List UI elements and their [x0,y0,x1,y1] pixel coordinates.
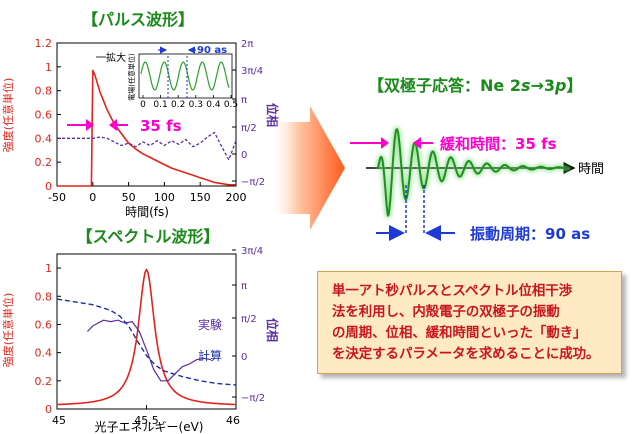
pulse-intensity-line [57,69,236,187]
pulse-x-ticks: -50 0 50 100 150 200 [48,182,247,204]
spectrum-x-tick-label: 45.5 [134,414,159,427]
spectrum-y-left-label: 強度(任意単位) [1,293,15,368]
spectrum-phase-experiment-line [86,319,212,382]
inset-x-tick-label: 0.5 [224,100,238,110]
pulse-y-tick-label: 0.8 [35,85,53,98]
period-label: 振動周期：90 as [470,225,590,243]
pulse-phase-line [57,131,237,161]
summary-line-2: 法を利用し、内殻電子の双極子の振動 [332,305,560,320]
spectrum-y-tick-label: 1 [45,262,52,275]
inset-frame [138,53,233,99]
pulse-inset: 90 as 拡大 電場(任意単位) 0 0.1 0.2 0.3 0.4 0.5 [96,45,238,110]
spectrum-y-right-label: 位相 [265,318,280,342]
spectrum-y2-tick-label: 0 [241,352,247,363]
inset-period-label: 90 as [197,45,227,56]
inset-x-ticks: 0 0.1 0.2 0.3 0.4 0.5 [140,95,238,110]
pulse-x-tick-label: 0 [89,191,96,204]
pulse-x-tick-label: 200 [226,191,247,204]
spectrum-y-tick-label: 0 [45,403,52,416]
pulse-y2-tick-label: −π/2 [241,177,265,188]
spectrum-y2-tick-label: 3π/4 [241,246,263,257]
spectrum-y-tick-label: 0.6 [35,318,53,331]
spectrum-y2-tick-label: −π/2 [241,393,265,404]
inset-y-label: 電場(任意単位) [127,53,136,101]
inset-x-tick-label: 0.3 [189,100,203,110]
spectrum-x-ticks: 45 45.5 46 [52,405,240,427]
spectrum-y-tick-label: 0.8 [35,290,53,303]
time-axis-label: 時間 [578,162,604,177]
spectrum-y-tick-label: 0.2 [35,375,53,388]
pulse-y-tick-label: 0.4 [35,132,53,145]
pulse-y-right-label: 位相 [265,103,280,127]
summary-line-3: の周期、位相、緩和時間といった「動き」 [332,326,587,341]
relaxation-annotation: 緩和時間：35 fs [350,135,557,153]
pulse-y-left-label: 強度(任意単位) [1,78,15,153]
pulse-title: 【パルス波形】 [82,10,194,29]
pulse-x-tick-label: 100 [154,191,175,204]
spectrum-x-label: 光子エネルギー(eV) [95,420,204,434]
spectrum-y-tick-label: 0.4 [35,347,53,360]
summary-line-4: を決定するパラメータを求めることに成功。 [332,347,600,362]
dipole-wave-line [377,128,571,217]
pulse-y2-tick-label: 3π/4 [241,66,263,77]
pulse-series-group [57,69,237,187]
spectrum-y-right-ticks: −π/2 0 π/2 π 3π/4 [232,246,265,404]
pulse-x-tick-label: -50 [48,191,66,204]
spectrum-intensity-line [57,268,236,406]
inset-x-tick-label: 0 [140,100,146,110]
spectrum-y-left-ticks: 0 0.2 0.4 0.6 0.8 1 [35,262,61,416]
pulse-y-tick-label: 1.2 [35,37,53,50]
spectrum-y2-tick-label: π/2 [241,314,257,325]
pulse-y-tick-label: 0.6 [35,109,53,122]
dipole-response-wave [375,126,573,219]
pulse-x-label: 時間(fs) [125,205,169,219]
pulse-35fs-annotation: 35 fs [67,117,182,135]
inset-zoom-label: 拡大 [106,51,126,64]
dipole-title: 【双極子応答：Ne 2s→3p】 [368,76,583,95]
legend-experiment: 実験 [198,317,222,332]
relaxation-time-label: 緩和時間：35 fs [440,135,557,153]
inset-x-tick-label: 0.1 [153,100,167,110]
pulse-y-left-ticks: 0 0.2 0.4 0.6 0.8 1 1.2 [35,37,61,193]
pulse-35fs-label: 35 fs [140,117,182,135]
summary-box: 単一アト秒パルスとスペクトル位相干渉 法を利用し、内殻電子の双極子の振動 の周期… [317,271,622,374]
legend-calculation: 計算 [198,348,222,363]
pulse-y2-tick-label: 0 [241,150,247,161]
pulse-y-tick-label: 0.2 [35,156,53,169]
inset-wave [140,61,230,91]
spectrum-phase-calculation-line [56,298,237,386]
inset-x-tick-label: 0.2 [171,100,185,110]
pulse-y2-tick-label: π [241,95,247,106]
spectrum-y2-tick-label: π [241,281,247,292]
pulse-y2-tick-label: 2π [241,39,253,50]
spectrum-x-tick-label: 46 [226,414,240,427]
pulse-y-right-ticks: −π/2 0 π/2 π 3π/4 2π [232,39,265,188]
inset-x-tick-label: 0.4 [206,100,221,110]
pulse-y-tick-label: 0 [45,180,52,193]
period-annotation: 振動周期：90 as [376,185,590,243]
pulse-y2-tick-label: π/2 [241,123,257,134]
pulse-y-tick-label: 1 [45,61,52,74]
spectrum-x-tick-label: 45 [52,414,66,427]
pulse-x-tick-label: 150 [190,191,211,204]
spectrum-title: 【スペクトル波形】 [77,227,220,246]
transition-arrow [272,106,345,230]
spectrum-series-group [56,268,237,406]
pulse-x-tick-label: 50 [122,191,136,204]
summary-line-1: 単一アト秒パルスとスペクトル位相干渉 [332,284,573,299]
inset-field-line [140,61,230,91]
